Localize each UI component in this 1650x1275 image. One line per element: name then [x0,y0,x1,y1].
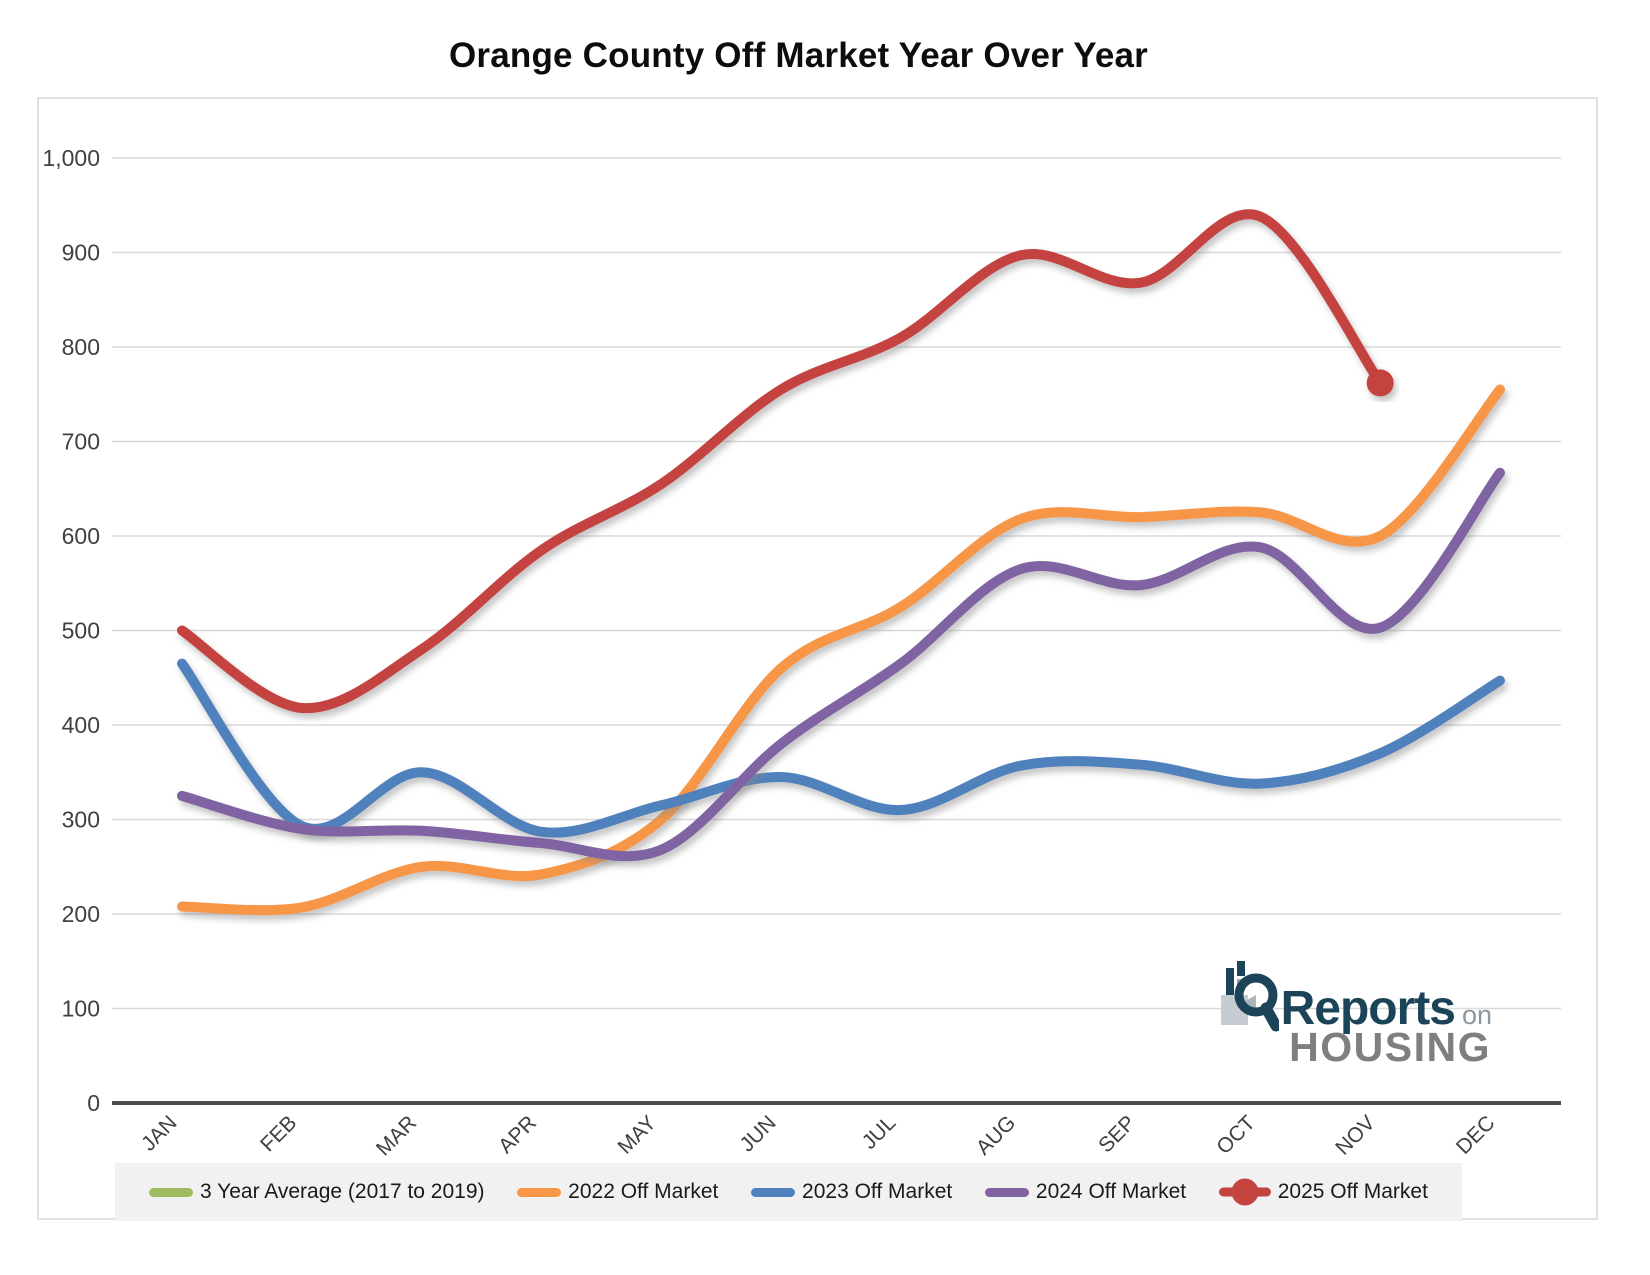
y-tick-label: 600 [62,523,100,549]
x-tick-label: JUL [858,1111,901,1154]
legend-item-3-year-average-2017-to-2019: 3 Year Average (2017 to 2019) [149,1180,485,1204]
y-tick-label: 1,000 [42,145,100,171]
legend-swatch-line-with-marker [1218,1178,1271,1206]
svg-text:AUG: AUG [972,1111,1020,1159]
svg-text:DEC: DEC [1452,1111,1500,1159]
magnifier-bar-chart-icon [1220,961,1279,1032]
legend-item-2025-off-market: 2025 Off Market [1218,1178,1428,1206]
x-tick-label: FEB [256,1111,301,1156]
x-tick-label: OCT [1212,1111,1260,1159]
series-line-2022-off-market [177,384,1505,916]
y-tick-label: 500 [62,618,100,644]
chart-legend: 3 Year Average (2017 to 2019) 2022 Off Ma… [115,1163,1462,1221]
x-tick-label: APR [494,1111,541,1158]
x-tick-label: JUN [735,1111,780,1156]
logo-top-line: Reports on [1219,944,1492,1033]
y-tick-label: 200 [62,901,100,927]
legend-swatch [751,1187,796,1197]
legend-label: 3 Year Average (2017 to 2019) [200,1180,485,1203]
logo-housing-text: HOUSING [1289,1024,1491,1070]
svg-text:JAN: JAN [137,1111,181,1155]
x-tick-label: DEC [1452,1111,1500,1159]
legend-swatch [517,1187,562,1197]
svg-text:APR: APR [494,1111,541,1158]
legend-label: 2022 Off Market [568,1180,719,1203]
series-line-2024-off-market [177,467,1505,862]
svg-text:SEP: SEP [1094,1111,1140,1157]
svg-text:JUN: JUN [735,1111,780,1156]
x-tick-label: AUG [972,1111,1020,1159]
svg-text:OCT: OCT [1212,1111,1260,1159]
legend-swatch [149,1187,193,1197]
y-tick-label: 0 [87,1090,100,1116]
legend-swatch [984,1187,1029,1197]
y-tick-label: 700 [62,429,100,455]
logo-on-text: on [1461,1000,1492,1030]
x-tick-label: MAR [372,1111,421,1160]
y-tick-label: 400 [62,712,100,738]
legend-item-2024-off-market: 2024 Off Market [984,1180,1187,1204]
y-tick-label: 900 [62,240,100,266]
series-end-marker-2025-off-market [1366,369,1394,397]
y-tick-label: 300 [62,807,100,833]
chart-title: Orange County Off Market Year Over Year [448,36,1149,75]
x-tick-label: NOV [1331,1111,1379,1159]
svg-text:JUL: JUL [858,1111,901,1154]
legend-label: 2025 Off Market [1277,1180,1428,1203]
x-tick-label: MAY [613,1111,660,1158]
legend-label: 2023 Off Market [802,1180,953,1203]
legend-item-2023-off-market: 2023 Off Market [751,1180,952,1204]
x-tick-label: JAN [137,1111,181,1155]
legend-item-2022-off-market: 2022 Off Market [517,1180,718,1204]
svg-text:MAR: MAR [372,1111,421,1160]
legend-label: 2024 Off Market [1035,1180,1187,1203]
y-tick-label: 100 [62,996,100,1022]
series-line-2023-off-market [177,658,1505,838]
logo-reports-text: Reports [1280,982,1456,1035]
x-tick-label: SEP [1094,1111,1140,1157]
svg-text:FEB: FEB [256,1111,301,1156]
reports-on-housing-logo: Reports on HOUSING [1219,944,1492,1068]
y-tick-label: 800 [62,334,100,360]
svg-text:MAY: MAY [613,1111,660,1158]
series-line-2025-off-market [177,209,1386,714]
svg-text:NOV: NOV [1331,1111,1379,1159]
